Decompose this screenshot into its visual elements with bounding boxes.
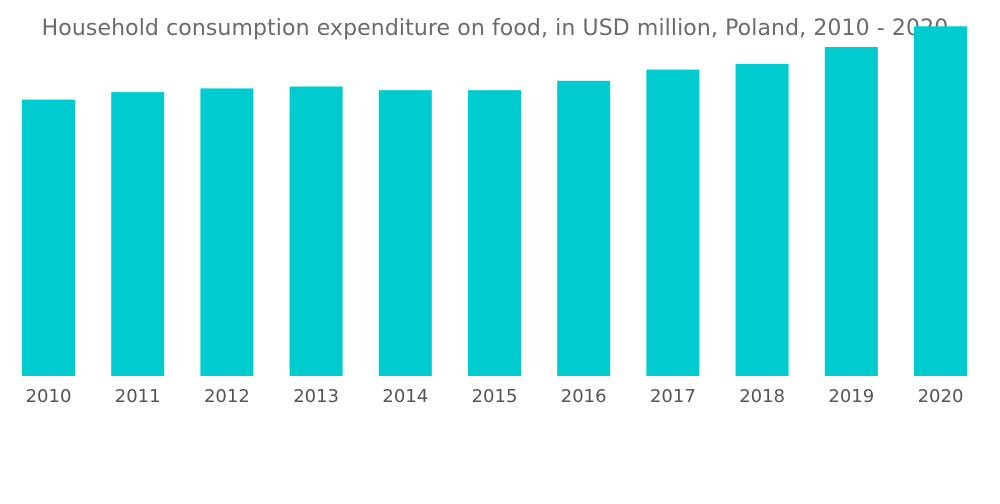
bar-2014 xyxy=(378,90,432,376)
x-axis-tick-labels: 2010 2011 2012 2013 2014 2015 2016 2017 2018 2019… xyxy=(26,386,964,407)
x-tick-label-2013: 2013 xyxy=(293,386,339,407)
bar-2015 xyxy=(468,90,521,376)
bar-2012 xyxy=(200,88,254,377)
chart-title: Household consumption expenditure on foo… xyxy=(41,16,949,41)
x-tick-label-2017: 2017 xyxy=(650,386,696,407)
bar-2018 xyxy=(735,63,789,377)
bars-group xyxy=(22,26,967,377)
x-tick-label-2020: 2020 xyxy=(918,386,964,407)
x-tick-label-2016: 2016 xyxy=(561,386,607,407)
x-tick-label-2018: 2018 xyxy=(739,386,785,407)
x-tick-label-2011: 2011 xyxy=(115,386,161,407)
bar-2016 xyxy=(557,80,611,377)
bar-2017 xyxy=(646,69,700,376)
bar-2019 xyxy=(824,47,878,376)
x-tick-label-2010: 2010 xyxy=(26,386,72,407)
bar-2010 xyxy=(22,99,75,376)
bar-2013 xyxy=(289,86,343,376)
x-tick-label-2012: 2012 xyxy=(204,386,250,407)
x-tick-label-2014: 2014 xyxy=(382,386,428,407)
x-tick-label-2015: 2015 xyxy=(472,386,518,407)
bar-2011 xyxy=(111,92,165,376)
x-tick-label-2019: 2019 xyxy=(828,386,874,407)
bar-2020 xyxy=(914,26,967,377)
